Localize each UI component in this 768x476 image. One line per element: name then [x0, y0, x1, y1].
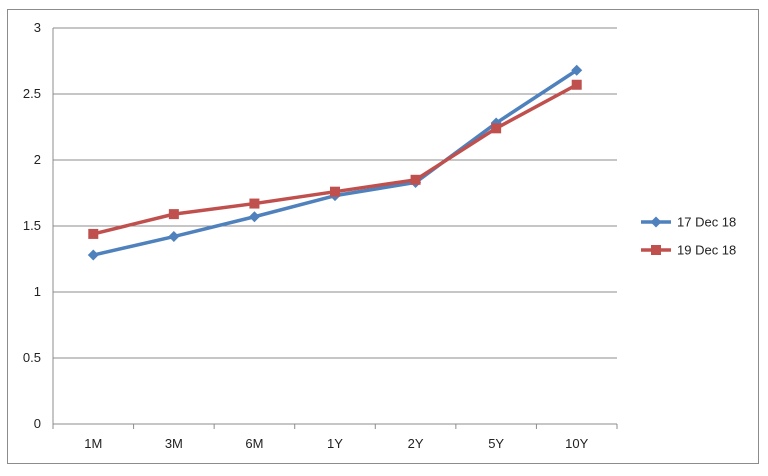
data-series — [87, 64, 583, 261]
y-axis-tick-labels: 0 0.5 1 1.5 2 2.5 3 — [23, 20, 41, 431]
x-tick-label: 1Y — [327, 436, 343, 451]
x-tick-label: 2Y — [408, 436, 424, 451]
data-point-marker — [168, 209, 179, 220]
legend-swatch-marker — [651, 245, 661, 255]
data-point-marker — [249, 198, 260, 209]
y-tick-label: 3 — [34, 20, 41, 35]
y-tick-label: 1 — [34, 284, 41, 299]
legend: 17 Dec 18 19 Dec 18 — [641, 215, 736, 258]
series-line — [91, 68, 579, 257]
chart-frame — [7, 9, 759, 464]
y-tick-label: 0 — [34, 416, 41, 431]
x-axis-tick-labels: 1M 3M 6M 1Y 2Y 5Y 10Y — [84, 436, 588, 451]
legend-label: 17 Dec 18 — [677, 215, 736, 230]
y-tick-label: 2 — [34, 152, 41, 167]
data-point-marker — [248, 211, 260, 223]
legend-item: 17 Dec 18 — [641, 215, 736, 230]
x-tick-label: 1M — [84, 436, 102, 451]
y-tick-label: 1.5 — [23, 218, 41, 233]
series-line — [91, 83, 579, 236]
data-point-marker — [88, 228, 99, 239]
axes — [52, 28, 618, 429]
data-point-marker — [491, 123, 502, 134]
data-point-marker — [330, 186, 340, 197]
x-tick-label: 5Y — [488, 436, 504, 451]
series-2 — [88, 79, 582, 239]
legend-item: 19 Dec 18 — [641, 243, 736, 258]
gridlines — [53, 27, 617, 359]
data-point-marker — [410, 174, 421, 185]
data-point-marker — [571, 79, 582, 90]
y-tick-label: 0.5 — [23, 350, 41, 365]
data-point-marker — [168, 231, 180, 243]
y-tick-label: 2.5 — [23, 86, 41, 101]
legend-swatch-marker — [650, 216, 662, 228]
x-tick-label: 3M — [165, 436, 183, 451]
legend-label: 19 Dec 18 — [677, 243, 736, 258]
data-point-marker — [571, 64, 583, 76]
x-tick-label: 10Y — [565, 436, 588, 451]
data-point-marker — [87, 249, 99, 261]
x-tick-label: 6M — [245, 436, 263, 451]
